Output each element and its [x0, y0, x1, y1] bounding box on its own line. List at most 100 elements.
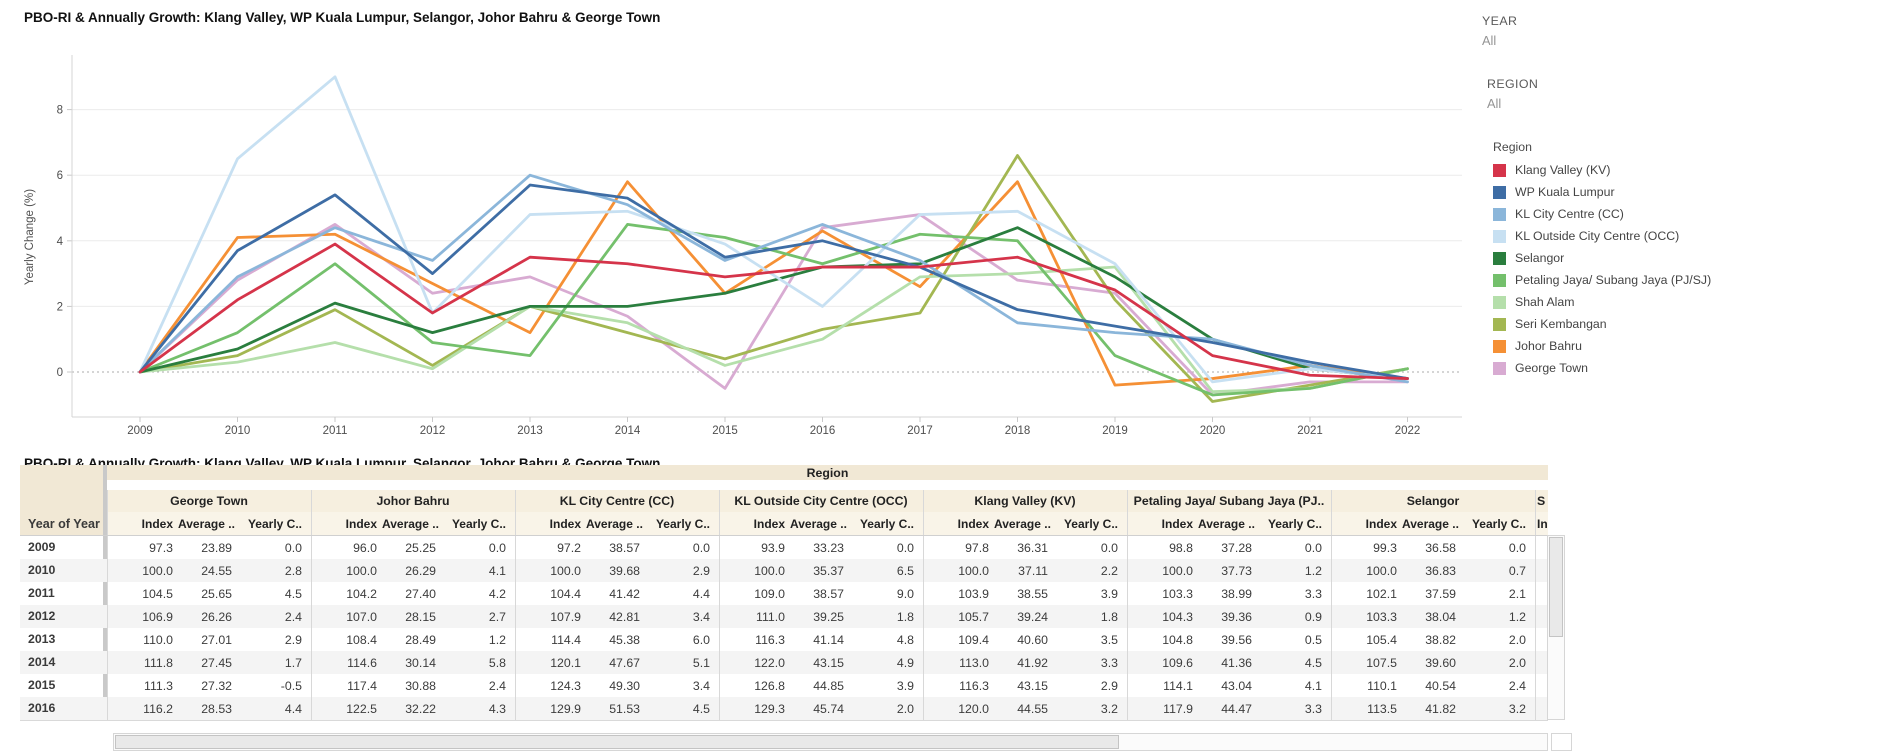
- legend-item[interactable]: Shah Alam: [1493, 291, 1711, 313]
- region-filter-label: REGION: [1487, 77, 1539, 91]
- series-line-seri-kembangan[interactable]: [138, 154, 1409, 403]
- legend-items: Klang Valley (KV) WP Kuala Lumpur KL City …: [1493, 159, 1711, 379]
- group-header: Petaling Jaya/ Subang Jaya (PJ..: [1133, 494, 1325, 508]
- region-filter: REGION All: [1487, 77, 1538, 111]
- group-divider: [719, 490, 720, 720]
- y-tick-label: 4: [57, 236, 64, 248]
- table-cell: 93.9: [761, 540, 785, 555]
- table-cell: 37.11: [1018, 563, 1048, 578]
- table-cell: 106.9: [142, 609, 173, 624]
- table-cell: 109.6: [1162, 655, 1193, 670]
- table-cell: 107.0: [346, 609, 377, 624]
- table-cell: 103.3: [1366, 609, 1397, 624]
- table-cell: 0.0: [284, 540, 302, 555]
- table-cell: 3.3: [1304, 701, 1322, 716]
- x-tick-label: 2022: [1395, 425, 1421, 437]
- table-cell: 23.89: [201, 540, 232, 555]
- vertical-scrollbar-track[interactable]: [1547, 535, 1565, 720]
- table-cell: 2.0: [1508, 655, 1526, 670]
- region-filter-value[interactable]: All: [1487, 96, 1502, 111]
- table-cell: 43.15: [813, 655, 844, 670]
- column-header: Average ..: [586, 517, 643, 531]
- legend-item[interactable]: Johor Bahru: [1493, 335, 1711, 357]
- group-header: Johor Bahru: [376, 494, 450, 508]
- table-cell: 4.5: [1304, 655, 1322, 670]
- table-cell: 0.5: [1304, 632, 1322, 647]
- crosstab-section: PBO-RI & Annually Growth: Klang Valley, …: [20, 456, 1580, 721]
- table-cell: 39.56: [1221, 632, 1252, 647]
- series-line-kl-outside-city-centre-occ-[interactable]: [138, 75, 1409, 384]
- table-cell: 120.1: [550, 655, 581, 670]
- table-cell: 113.0: [959, 655, 989, 670]
- x-tick-label: 2017: [907, 425, 933, 437]
- table-cell: 104.8: [1162, 632, 1193, 647]
- table-cell: 2.4: [488, 678, 506, 693]
- table-cell: 2.9: [1100, 678, 1118, 693]
- legend-swatch-icon: [1493, 163, 1506, 177]
- x-tick-label: 2013: [517, 425, 543, 437]
- vertical-scrollbar-thumb[interactable]: [1549, 537, 1563, 637]
- table-cell: 39.60: [1425, 655, 1456, 670]
- series-line-kl-city-centre-cc-[interactable]: [138, 173, 1409, 384]
- line-chart[interactable]: 0 2 4 6 8 2009 2010 2011 2012 2013 2014 2015 2016 201…: [0, 45, 1480, 445]
- table-cell: 1.8: [896, 609, 914, 624]
- table-cell: 41.82: [1425, 701, 1456, 716]
- table-cell: 107.9: [550, 609, 581, 624]
- table-cell: 100.0: [550, 563, 581, 578]
- legend-item[interactable]: Seri Kembangan: [1493, 313, 1711, 335]
- row-year-label: 2014: [28, 655, 56, 669]
- series-line-george-town[interactable]: [138, 213, 1409, 397]
- column-header: Index: [141, 517, 173, 531]
- legend-item[interactable]: KL Outside City Centre (OCC): [1493, 225, 1711, 247]
- table-cell: 27.32: [201, 678, 232, 693]
- table-cell: 3.9: [896, 678, 914, 693]
- table-cell: 100.0: [958, 563, 989, 578]
- table-cell: 4.1: [488, 563, 506, 578]
- table-cell: 37.28: [1221, 540, 1252, 555]
- table-cell: 40.60: [1017, 632, 1048, 647]
- x-tick-label: 2018: [1005, 425, 1031, 437]
- table-cell: 2.9: [692, 563, 710, 578]
- x-tick-label: 2014: [615, 425, 641, 437]
- table-cell: 110.1: [1367, 678, 1397, 693]
- legend-item[interactable]: WP Kuala Lumpur: [1493, 181, 1711, 203]
- year-filter-value[interactable]: All: [1482, 33, 1497, 48]
- table-cell: 5.1: [692, 655, 710, 670]
- legend-item[interactable]: KL City Centre (CC): [1493, 203, 1711, 225]
- table-cell: 41.92: [1017, 655, 1048, 670]
- legend-label: Johor Bahru: [1515, 339, 1582, 353]
- series-line-selangor[interactable]: [138, 226, 1409, 380]
- series-line-klang-valley-kv-[interactable]: [138, 242, 1409, 380]
- y-tick-label: 0: [57, 367, 63, 379]
- table-cell: 37.59: [1425, 586, 1456, 601]
- table-cell: 111.0: [756, 609, 785, 624]
- horizontal-scrollbar-thumb[interactable]: [115, 735, 1119, 749]
- table-header-band: [20, 465, 1548, 480]
- table-cell: 1.8: [1100, 609, 1118, 624]
- table-cell: 2.2: [1100, 563, 1118, 578]
- table-cell: 42.81: [609, 609, 640, 624]
- legend-item[interactable]: Petaling Jaya/ Subang Jaya (PJ/SJ): [1493, 269, 1711, 291]
- group-divider: [515, 490, 516, 720]
- table-cell: 1.2: [488, 632, 506, 647]
- series-line-petaling-jaya-subang-jaya-pj-sj-[interactable]: [138, 222, 1409, 397]
- table-cell: 39.36: [1221, 609, 1252, 624]
- row-year-label: 2009: [28, 540, 56, 554]
- legend-item[interactable]: George Town: [1493, 357, 1711, 379]
- series-line-wp-kuala-lumpur[interactable]: [138, 183, 1409, 380]
- x-tick-label: 2012: [420, 425, 446, 437]
- table-cell: 3.4: [692, 678, 710, 693]
- table-cell: 40.54: [1425, 678, 1456, 693]
- table-cell: 103.3: [1162, 586, 1193, 601]
- legend-item[interactable]: Klang Valley (KV): [1493, 159, 1711, 181]
- table-cell: 51.53: [609, 701, 640, 716]
- table-cell: 4.9: [896, 655, 914, 670]
- legend-item[interactable]: Selangor: [1493, 247, 1711, 269]
- series-line-johor-bahru[interactable]: [138, 180, 1409, 387]
- legend-swatch-icon: [1493, 185, 1506, 199]
- series-line-shah-alam[interactable]: [138, 265, 1409, 394]
- horizontal-scrollbar-track[interactable]: [113, 733, 1548, 751]
- group-header: KL City Centre (CC): [559, 494, 675, 508]
- table-cell: 113.5: [1367, 701, 1397, 716]
- table-cell: 26.26: [201, 609, 232, 624]
